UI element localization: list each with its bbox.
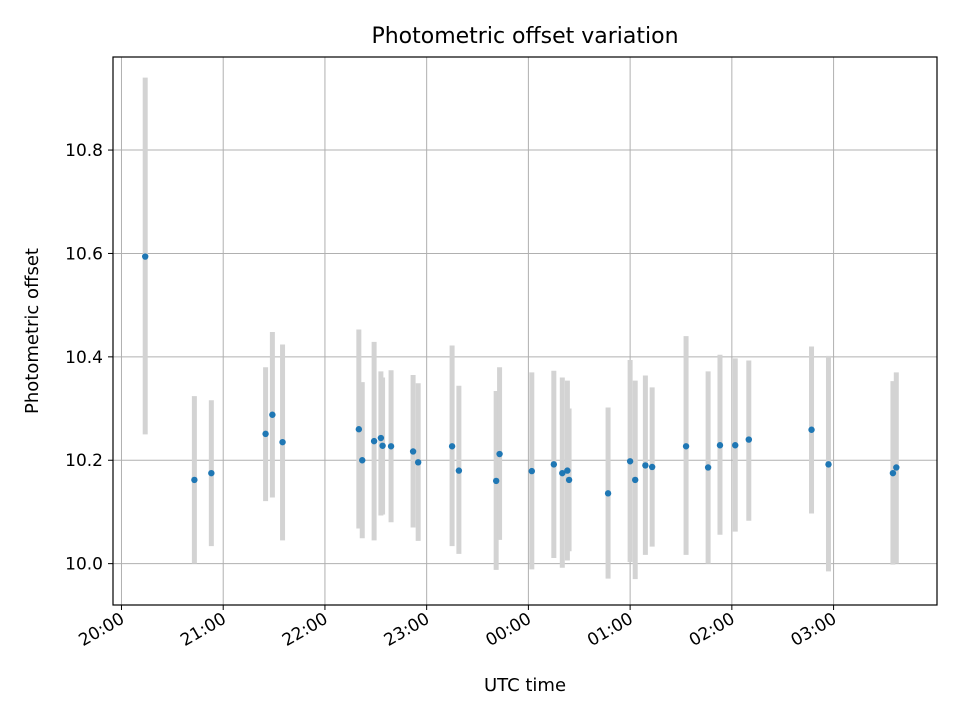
- data-point: [632, 476, 639, 484]
- data-point: [716, 442, 724, 449]
- grid-lines: [113, 57, 937, 605]
- data-point: [191, 476, 198, 484]
- y-tick-label: 10.2: [65, 451, 103, 471]
- chart-title: Photometric offset variation: [371, 24, 678, 49]
- y-tick-label: 10.0: [65, 555, 103, 575]
- data-point: [455, 467, 463, 474]
- data-point: [893, 464, 900, 471]
- data-point: [370, 437, 378, 445]
- data-point: [559, 469, 566, 477]
- data-point: [262, 430, 269, 438]
- data-point: [604, 490, 612, 497]
- data-point: [732, 442, 739, 449]
- data-point: [355, 426, 363, 433]
- y-tick-label: 10.4: [65, 348, 103, 368]
- data-point: [528, 467, 535, 475]
- data-point: [564, 467, 571, 474]
- data-point: [704, 464, 712, 471]
- x-axis-label: UTC time: [484, 675, 566, 696]
- data-point: [648, 463, 656, 471]
- data-point: [448, 443, 456, 450]
- data-point: [414, 459, 422, 466]
- y-axis-label: Photometric offset: [22, 248, 43, 414]
- plot-frame: [112, 56, 938, 606]
- data-point: [208, 469, 215, 477]
- data-point: [359, 457, 366, 464]
- data-point: [387, 443, 395, 450]
- data-point: [379, 442, 386, 449]
- data-point: [377, 434, 385, 442]
- data-point: [279, 438, 286, 446]
- data-point: [745, 436, 753, 443]
- data-point: [626, 458, 634, 465]
- data-point: [642, 462, 649, 469]
- data-point: [269, 411, 276, 418]
- data-point: [565, 476, 573, 484]
- data-point: [825, 461, 832, 468]
- data-point: [808, 426, 815, 433]
- data-point: [550, 461, 558, 468]
- y-axis-ticks: 10.0 10.2 10.4 10.6 10.8: [65, 141, 113, 575]
- data-point: [142, 253, 149, 260]
- data-point: [682, 443, 690, 450]
- data-points: [142, 253, 900, 497]
- data-point: [889, 469, 897, 477]
- data-point: [409, 448, 417, 455]
- data-point: [496, 450, 503, 458]
- y-tick-label: 10.8: [65, 141, 103, 161]
- data-point: [492, 477, 500, 485]
- y-tick-label: 10.6: [65, 244, 103, 264]
